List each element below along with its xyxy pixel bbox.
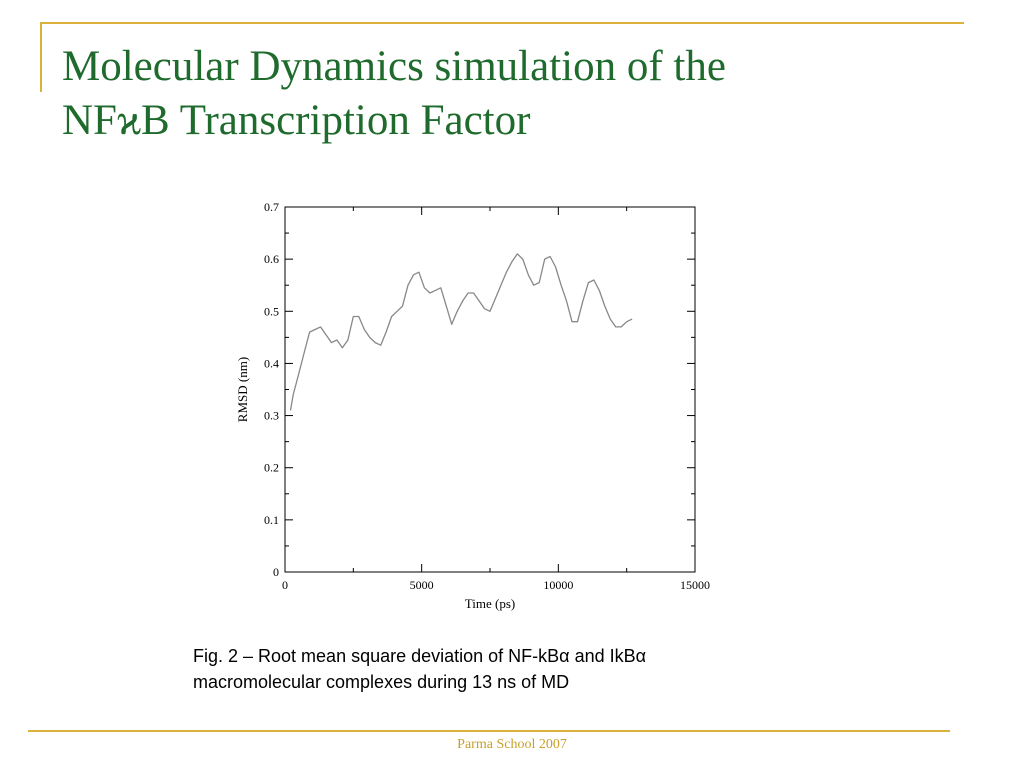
figure-caption-line-2: macromolecular complexes during 13 ns of…	[193, 672, 570, 692]
plot-frame	[284, 206, 696, 573]
y-axis-label: RMSD (nm)	[235, 357, 250, 422]
y-tick-label-0: 0	[273, 565, 279, 579]
figure-caption-line-1: Fig. 2 – Root mean square deviation of N…	[193, 646, 647, 666]
bottom-accent-rule	[28, 730, 950, 732]
y-tick-label-5: 0.5	[264, 304, 279, 318]
slide-footer: Parma School 2007	[457, 737, 567, 752]
x-tick-label-2: 10000	[543, 578, 573, 592]
slide-title-line-2: NFϰB Transcription Factor	[62, 97, 531, 144]
y-tick-label-1: 0.1	[264, 513, 279, 527]
x-axis-label: Time (ps)	[465, 596, 515, 611]
y-tick-label-2: 0.2	[264, 461, 279, 475]
x-tick-label-3: 15000	[680, 578, 710, 592]
y-tick-label-6: 0.6	[264, 252, 279, 266]
series-line-0	[289, 253, 633, 411]
figure-caption: Fig. 2 – Root mean square deviation of N…	[193, 643, 833, 695]
x-tick-label-0: 0	[282, 578, 288, 592]
slide-title-line-1: Molecular Dynamics simulation of the	[62, 43, 726, 90]
y-tick-label-7: 0.7	[264, 200, 279, 214]
side-accent-rule	[40, 22, 42, 92]
top-accent-rule	[40, 22, 964, 24]
x-tick-label-1: 5000	[410, 578, 434, 592]
rmsd-line-chart: 0 0.1 0.2 0.3 0.4 0.5 0.6 0.7 0 5000 10000 15000 Tim…	[235, 200, 710, 611]
y-tick-label-4: 0.4	[264, 356, 279, 370]
y-tick-label-3: 0.3	[264, 409, 279, 423]
slide-title: Molecular Dynamics simulation of the NFϰ…	[62, 40, 962, 148]
